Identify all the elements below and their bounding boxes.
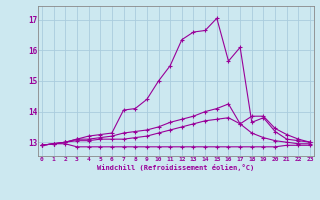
X-axis label: Windchill (Refroidissement éolien,°C): Windchill (Refroidissement éolien,°C) — [97, 164, 255, 171]
